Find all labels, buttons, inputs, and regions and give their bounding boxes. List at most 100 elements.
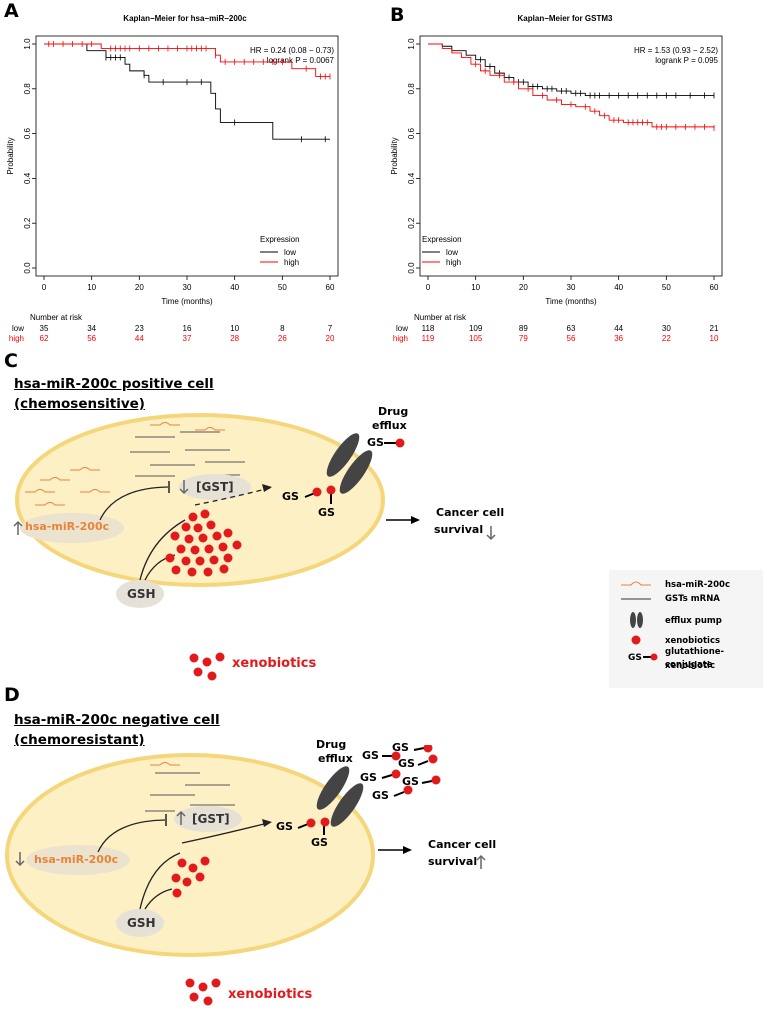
km-chart-a: 0 10 20 30 40 50 60 0.0 0.2 0.4 0.6 0.8 1.0 Time (mon…	[6, 35, 339, 343]
km-b-y-tick-label: 1.0	[407, 38, 416, 50]
gs-label-d-out5: GS	[402, 775, 419, 788]
km-a-y-tick-label: 0.8	[23, 83, 32, 95]
dashed-arrow-c	[194, 487, 271, 506]
gs-conjugate-d-1	[306, 818, 316, 828]
km-a-x-tick-label: 10	[87, 283, 96, 292]
gsh-line-d-2	[144, 888, 173, 910]
km-chart-b: 0 10 20 30 40 50 60 0.0 0.2 0.4 0.6 0.8 1.0 Time (mon…	[390, 35, 723, 343]
km-title-a: Kaplan−Meier for hsa−miR−200c	[123, 14, 247, 23]
legend-mrna-label: GSTs mRNA	[665, 594, 720, 604]
gst-mrna-strands-c	[130, 431, 245, 477]
km-b-risk-header: Number at risk	[414, 313, 467, 322]
gs-conjugate-c-out	[395, 438, 405, 448]
km-b-y-tick-label: 0.0	[407, 262, 416, 274]
gs-label-c-2: GS	[318, 506, 335, 519]
xenobiotics-outside-c	[189, 652, 225, 681]
km-a-y-tick-label: 0.2	[23, 217, 32, 229]
inhibition-arrow-d	[97, 819, 166, 853]
gsh-label-c: GSH	[127, 587, 156, 601]
xenobiotics-cluster-d	[171, 856, 210, 898]
km-b-legend-label-high: high	[446, 258, 461, 267]
km-a-risk-value-high: 44	[135, 334, 144, 343]
diagram-legend: GS hsa-miR-200c GSTs mRNA efflux pump xe…	[609, 570, 763, 688]
drug-efflux-c-line1: Drug	[378, 405, 409, 418]
cell-title-d-line1: hsa-miR-200c negative cell	[14, 712, 220, 728]
km-a-x-tick-label: 20	[135, 283, 144, 292]
efflux-pump-d-1	[316, 766, 350, 810]
km-b-risk-value-high: 22	[662, 334, 671, 343]
km-a-risk-value-high: 20	[326, 334, 335, 343]
gs-label-d-out4: GS	[360, 771, 377, 784]
drug-efflux-d-line1: Drug	[316, 738, 347, 751]
gs-conjugate-c-2	[326, 485, 336, 495]
km-a-legend-label-high: high	[284, 258, 299, 267]
km-b-y-tick-label: 0.4	[407, 172, 416, 184]
mirna-bubble-d	[26, 845, 130, 875]
km-b-x-tick-label: 0	[426, 283, 431, 292]
inhibition-arrow-c	[99, 486, 169, 521]
cell-title-c-line2: (chemosensitive)	[14, 396, 145, 412]
km-b-risk-value-low: 109	[469, 324, 483, 333]
drug-efflux-d-line2: efflux	[318, 752, 353, 765]
km-b-risk-value-high: 56	[567, 334, 576, 343]
km-a-risk-row-label-low: low	[12, 324, 24, 333]
gs-label-d-1: GS	[276, 820, 293, 833]
up-arrow-icon-c-mirna	[13, 520, 23, 535]
down-arrow-icon-c-survival	[486, 526, 496, 541]
km-b-risk-value-low: 44	[614, 324, 623, 333]
panel-letter-c: C	[4, 350, 18, 372]
km-a-annotation-line: logrank P = 0.0067	[267, 56, 335, 65]
km-a-y-tick-label: 0.6	[23, 127, 32, 139]
km-b-legend-title: Expression	[422, 235, 462, 244]
km-a-series-high	[44, 43, 330, 77]
gsh-label-d: GSH	[127, 916, 156, 930]
cell-d	[5, 753, 375, 957]
km-a-y-tick-label: 1.0	[23, 38, 32, 50]
gsh-line-c-1	[139, 519, 186, 581]
legend-conj-label-line1: glutathione-xenobiotic	[665, 647, 725, 671]
mirna-label-d: hsa-miR-200c	[34, 853, 119, 866]
km-a-x-axis-label: Time (months)	[161, 297, 213, 306]
km-a-risk-header: Number at risk	[30, 313, 83, 322]
km-b-series-high	[428, 43, 715, 128]
efflux-pump-c-1	[326, 433, 360, 477]
km-a-risk-value-high: 26	[278, 334, 287, 343]
cell-title-c-line1: hsa-miR-200c positive cell	[14, 376, 214, 392]
mirna-label-c: hsa-miR-200c	[25, 520, 110, 533]
cell-diagram-d	[5, 745, 486, 1006]
gs-label-d-out2: GS	[392, 741, 409, 754]
km-b-risk-value-high: 36	[614, 334, 623, 343]
km-a-series-low	[44, 43, 330, 140]
km-a-x-tick-label: 60	[326, 283, 335, 292]
km-b-annotation-line: HR = 1.53 (0.93 − 2.52)	[634, 46, 718, 55]
km-a-y-tick-label: 0.0	[23, 262, 32, 274]
km-b-x-tick-label: 40	[614, 283, 623, 292]
survival-c-line1: Cancer cell	[436, 506, 505, 519]
cell-c	[15, 413, 385, 587]
legend-mirna-icon	[621, 581, 651, 586]
km-a-risk-value-high: 28	[230, 334, 239, 343]
mirna-bubble-c	[20, 513, 124, 543]
panel-letter-d: D	[4, 684, 20, 706]
mirna-strands-c	[25, 422, 225, 506]
km-b-risk-value-high: 119	[422, 334, 435, 343]
km-b-y-axis-label: Probability	[390, 137, 399, 174]
legend-pump-icon-2	[637, 612, 643, 628]
km-b-y-tick-label: 0.2	[407, 217, 416, 229]
legend-xeno-label: xenobiotics	[665, 636, 721, 646]
legend-xeno-icon	[631, 635, 641, 645]
km-a-y-axis-label: Probability	[6, 137, 15, 174]
legend-gs-label: GS	[628, 653, 642, 663]
km-b-risk-row-label-low: low	[396, 324, 408, 333]
gst-label-c: [GST]	[196, 480, 234, 494]
survival-d-line2: survival	[428, 855, 478, 868]
km-b-plot-frame	[419, 35, 723, 277]
km-title-b: Kaplan−Meier for GSTM3	[517, 14, 613, 23]
xenobiotics-label-d: xenobiotics	[228, 987, 313, 1002]
km-b-x-tick-label: 10	[471, 283, 480, 292]
down-arrow-icon-c-gst	[179, 480, 189, 495]
legend-pump-icon-1	[630, 612, 636, 628]
cell-diagram-c	[13, 413, 496, 681]
km-a-risk-value-low: 34	[87, 324, 96, 333]
km-a-annotation-line: HR = 0.24 (0.08 − 0.73)	[250, 46, 334, 55]
